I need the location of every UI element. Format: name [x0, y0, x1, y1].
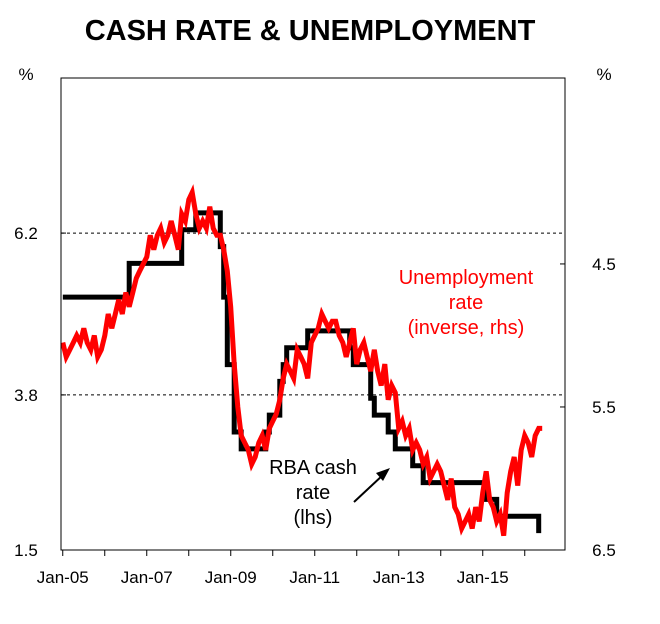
- x-tick-label-4: Jan-13: [373, 568, 425, 587]
- x-tick-label-2: Jan-09: [205, 568, 257, 587]
- unemployment-label-line-1: Unemployment: [399, 267, 534, 289]
- cash-label-line-2: rate: [296, 482, 330, 504]
- x-tick-label-5: Jan-15: [457, 568, 509, 587]
- cash-annotation-arrowhead: [376, 468, 390, 481]
- cash-label-line-3: (lhs): [294, 507, 333, 529]
- cash-rate-annotation: RBA cash rate (lhs): [269, 457, 390, 529]
- chart-title: CASH RATE & UNEMPLOYMENT: [85, 15, 536, 47]
- series-lines: [60, 184, 543, 537]
- right-tick-label-0: 4.5: [592, 255, 616, 274]
- left-axis-unit: %: [18, 65, 33, 84]
- left-tick-label-2: 1.5: [14, 541, 38, 560]
- right-tick-label-1: 5.5: [592, 398, 616, 417]
- unemployment-label-line-3: (inverse, rhs): [408, 317, 525, 339]
- right-tick-label-2: 6.5: [592, 541, 616, 560]
- plot-frame: [60, 77, 566, 551]
- unemployment-line: [60, 184, 543, 537]
- right-axis-unit: %: [596, 65, 611, 84]
- x-tick-label-0: Jan-05: [37, 568, 89, 587]
- unemployment-annotation: Unemployment rate (inverse, rhs): [399, 267, 534, 339]
- cash-annotation-arrow-shaft: [353, 473, 385, 503]
- cash-rate-line: [62, 210, 542, 534]
- x-tick-label-3: Jan-11: [289, 568, 340, 587]
- cash-label-line-1: RBA cash: [269, 457, 357, 479]
- right-axis-ticks: 4.5 5.5 6.5: [560, 255, 616, 560]
- left-axis-ticks: 6.2 3.8 1.5: [14, 224, 66, 560]
- left-tick-label-0: 6.2: [14, 224, 38, 243]
- x-axis-ticks: Jan-05 Jan-07 Jan-09 Jan-11 Jan-13 Jan-15: [37, 550, 526, 587]
- unemployment-label-line-2: rate: [449, 292, 483, 314]
- left-tick-label-1: 3.8: [14, 386, 38, 405]
- x-tick-label-1: Jan-07: [121, 568, 173, 587]
- grid-lines: [61, 232, 565, 396]
